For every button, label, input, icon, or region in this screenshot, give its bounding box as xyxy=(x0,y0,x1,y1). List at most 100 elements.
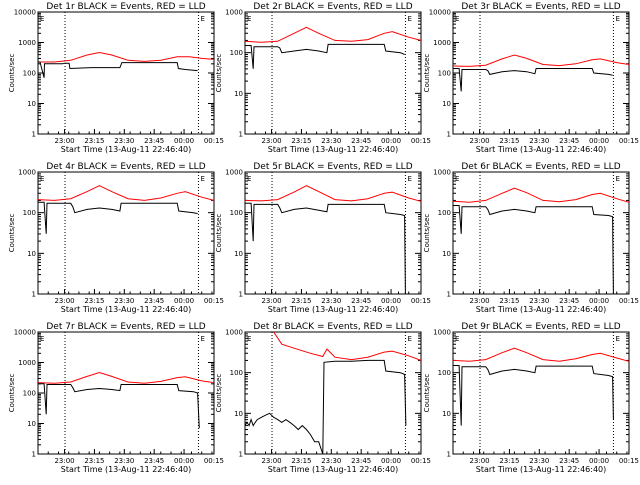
y-tick-label: 1 xyxy=(32,131,36,139)
x-tick-label: 23:00 xyxy=(54,297,74,305)
y-tick-label: 10000 xyxy=(14,9,36,17)
x-tick-label: 00:00 xyxy=(381,297,401,305)
corner-mark: E xyxy=(247,175,251,183)
panel-3: Det 3r BLACK = Events, RED = LLD 1 10 100 10… xyxy=(423,2,639,154)
corner-mark: E xyxy=(40,15,44,23)
panel-title: Det 3r BLACK = Events, RED = LLD xyxy=(461,2,620,12)
lld-series-line xyxy=(244,26,422,43)
y-tick-label: 1 xyxy=(32,451,36,459)
y-axis-label: Counts/sec xyxy=(423,54,431,93)
x-tick-label: 23:00 xyxy=(261,297,281,305)
x-tick-label: 23:00 xyxy=(469,457,489,465)
plot-frame xyxy=(244,331,422,455)
y-tick-label: 100 xyxy=(438,209,451,217)
panel-title: Det 2r BLACK = Events, RED = LLD xyxy=(253,2,412,12)
panel-8: Det 8r BLACK = Events, RED = LLD 1 10 100 10… xyxy=(215,322,431,474)
y-tick-label: 100 xyxy=(230,49,243,57)
events-series-line xyxy=(453,205,614,295)
y-axis-label: Counts/sec xyxy=(423,374,431,413)
x-tick-label: 23:00 xyxy=(261,137,281,145)
x-tick-label: 00:00 xyxy=(589,457,609,465)
lld-series-line xyxy=(37,371,215,384)
events-series-line xyxy=(38,201,198,234)
y-tick-label: 10 xyxy=(442,410,451,418)
y-tick-label: 100 xyxy=(23,70,36,78)
plot-frame xyxy=(37,331,215,455)
x-tick-label: 23:00 xyxy=(261,457,281,465)
plot-frame xyxy=(452,171,630,295)
panel-5: Det 5r BLACK = Events, RED = LLD 1 10 100 10… xyxy=(215,162,431,314)
lld-series-line xyxy=(452,187,630,203)
y-tick-label: 1000 xyxy=(18,39,36,47)
y-tick-label: 10 xyxy=(27,100,36,108)
x-tick-label: 23:00 xyxy=(469,137,489,145)
x-axis-label: Start Time (13-Aug-11 22:46:40) xyxy=(476,305,607,314)
lld-series-line xyxy=(452,54,630,67)
x-tick-label: 23:30 xyxy=(529,297,549,305)
x-tick-label: 23:15 xyxy=(291,297,311,305)
y-tick-label: 1000 xyxy=(433,329,451,337)
y-tick-label: 10000 xyxy=(14,329,36,337)
x-tick-label: 00:15 xyxy=(411,137,431,145)
events-series-line xyxy=(453,68,613,92)
y-tick-label: 10 xyxy=(27,420,36,428)
y-tick-label: 100 xyxy=(230,209,243,217)
panel-6: Det 6r BLACK = Events, RED = LLD 1 10 100 10… xyxy=(423,162,639,314)
x-tick-label: 00:00 xyxy=(381,457,401,465)
x-axis-label: Start Time (13-Aug-11 22:46:40) xyxy=(268,305,399,314)
lld-series-line xyxy=(244,185,422,202)
panel-title: Det 4r BLACK = Events, RED = LLD xyxy=(46,162,205,172)
corner-mark: E xyxy=(615,15,619,23)
x-tick-label: 23:15 xyxy=(291,457,311,465)
y-tick-label: 100 xyxy=(230,369,243,377)
corner-mark: E xyxy=(455,15,459,23)
x-axis-label: Start Time (13-Aug-11 22:46:40) xyxy=(268,465,399,474)
y-tick-label: 10 xyxy=(442,100,451,108)
corner-mark: E xyxy=(407,335,411,343)
panel-1: Det 1r BLACK = Events, RED = LLD 1 10 100 10… xyxy=(8,2,224,154)
x-tick-label: 23:45 xyxy=(144,297,164,305)
events-series-line xyxy=(38,383,200,429)
x-axis-label: Start Time (13-Aug-11 22:46:40) xyxy=(61,465,192,474)
corner-mark: E xyxy=(455,335,459,343)
lld-series-line xyxy=(273,331,422,361)
x-tick-label: 23:45 xyxy=(559,457,579,465)
y-tick-label: 1 xyxy=(239,291,243,299)
x-tick-label: 23:30 xyxy=(529,137,549,145)
y-tick-label: 10 xyxy=(234,410,243,418)
y-tick-label: 10 xyxy=(27,250,36,258)
y-tick-label: 1000 xyxy=(225,329,243,337)
x-tick-label: 00:15 xyxy=(619,137,639,145)
x-tick-label: 23:30 xyxy=(321,297,341,305)
y-tick-label: 10 xyxy=(442,250,451,258)
corner-mark: E xyxy=(40,335,44,343)
x-tick-label: 00:00 xyxy=(174,137,194,145)
y-tick-label: 100 xyxy=(23,209,36,217)
y-tick-label: 1 xyxy=(447,291,451,299)
x-tick-label: 23:15 xyxy=(499,137,519,145)
panel-4: Det 4r BLACK = Events, RED = LLD 1 10 100 10… xyxy=(8,162,224,314)
x-tick-label: 00:15 xyxy=(619,297,639,305)
corner-mark: E xyxy=(247,335,251,343)
x-tick-label: 00:15 xyxy=(411,297,431,305)
plot-frame xyxy=(452,331,630,455)
x-tick-label: 23:45 xyxy=(144,137,164,145)
x-tick-label: 00:15 xyxy=(619,457,639,465)
x-tick-label: 00:00 xyxy=(381,137,401,145)
x-tick-label: 23:45 xyxy=(351,297,371,305)
plot-frame xyxy=(37,171,215,295)
panel-title: Det 5r BLACK = Events, RED = LLD xyxy=(253,162,412,172)
x-tick-label: 23:30 xyxy=(321,457,341,465)
panel-2: Det 2r BLACK = Events, RED = LLD 1 10 100 10… xyxy=(215,2,431,154)
plot-frame xyxy=(37,11,215,135)
y-axis-label: Counts/sec xyxy=(215,54,223,93)
events-series-line xyxy=(38,61,198,78)
events-series-line xyxy=(453,365,614,426)
x-tick-label: 23:30 xyxy=(529,457,549,465)
panel-title: Det 6r BLACK = Events, RED = LLD xyxy=(461,162,620,172)
y-axis-label: Counts/sec xyxy=(8,374,16,413)
y-tick-label: 10 xyxy=(234,250,243,258)
x-tick-label: 00:15 xyxy=(204,137,224,145)
y-tick-label: 1 xyxy=(447,131,451,139)
